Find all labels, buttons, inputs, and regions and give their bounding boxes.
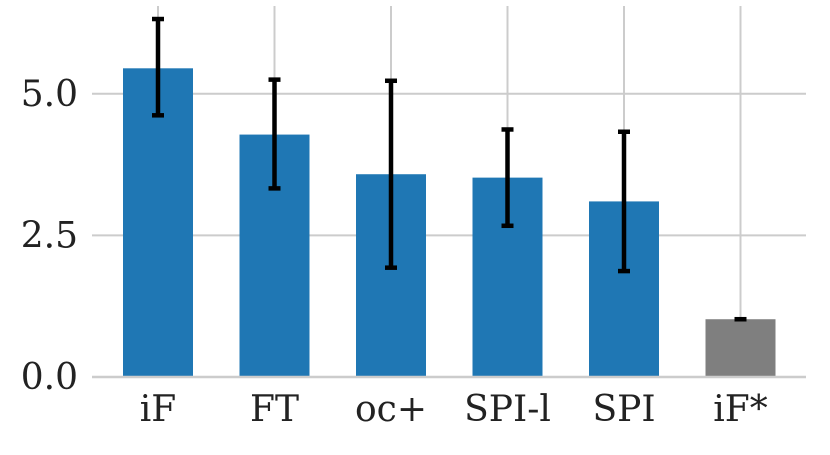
error-bar: [618, 129, 630, 274]
error-bars-group: [152, 16, 747, 322]
x-tick-label: iF: [140, 389, 177, 430]
grid-lines: [92, 6, 806, 377]
x-tick-label: oc+: [355, 389, 427, 430]
error-bar: [501, 127, 514, 229]
x-tick-label: FT: [250, 389, 299, 430]
y-tick-label: 5.0: [21, 74, 78, 115]
error-bar: [385, 78, 397, 270]
y-tick-label: 0.0: [21, 357, 78, 398]
x-tick-label: SPI: [592, 389, 655, 430]
y-tick-labels: 0.0 2.5 5.0: [21, 74, 78, 398]
bar: [123, 68, 193, 377]
x-tick-label: SPI-l: [464, 389, 551, 430]
bar: [705, 319, 776, 377]
error-bar: [152, 16, 164, 118]
x-tick-labels: iF FT oc+ SPI-l SPI iF*: [140, 389, 768, 430]
bars-group: [123, 68, 776, 377]
x-tick-label: iF*: [713, 389, 768, 430]
error-bar: [268, 77, 281, 191]
y-tick-label: 2.5: [21, 215, 78, 256]
